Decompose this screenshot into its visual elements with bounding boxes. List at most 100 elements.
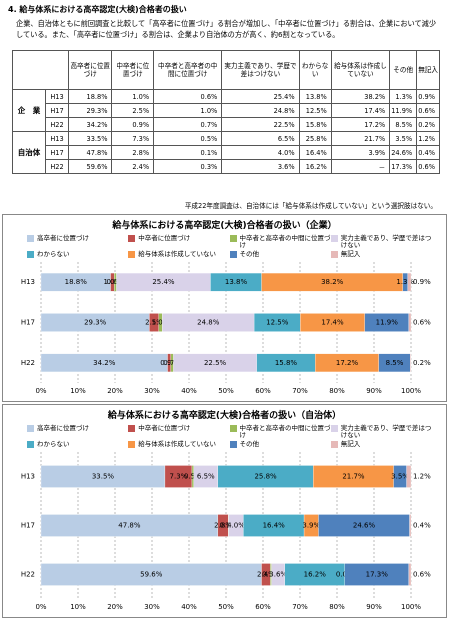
data-label: 16.2% xyxy=(304,571,327,579)
x-tick-label: 90% xyxy=(366,603,382,611)
chart-title: 給与体系における高卒認定(大検)合格者の扱い（企業） xyxy=(112,221,337,231)
header-cell xyxy=(12,50,69,90)
table-cell: 17.2% xyxy=(330,117,391,132)
table-cell: 16.2% xyxy=(298,159,332,174)
table-cell: 24.8% xyxy=(221,103,300,118)
y-tick-label: H22 xyxy=(21,571,35,579)
legend-item: 高卒者に位置づけ xyxy=(27,235,128,249)
x-tick-label: 60% xyxy=(255,603,271,611)
legend-label: その他 xyxy=(239,250,260,258)
data-label: 1.0% xyxy=(104,278,122,286)
legend-swatch xyxy=(27,251,34,258)
plot: 0% 10% 20% 30% 40% 50% 60% 70% 80% 90% 100% H13 18.8… xyxy=(21,262,431,395)
x-tick-label: 90% xyxy=(366,387,382,395)
year-cell: H22 xyxy=(45,117,69,132)
table-cell: 21.7% xyxy=(330,131,391,146)
data-label: 18.8% xyxy=(65,278,88,286)
data-label: 11.9% xyxy=(376,319,399,327)
x-tick-label: 20% xyxy=(107,603,123,611)
legend-item: 中卒者と高卒者の中間に位置づけ xyxy=(229,424,331,439)
data-label: 24.8% xyxy=(197,319,220,327)
table-cell: 0.7% xyxy=(153,117,223,132)
bar-segment xyxy=(408,313,412,332)
data-label: 22.5% xyxy=(204,359,227,367)
legend-item: 実力主義であり、学歴で差はつけない xyxy=(330,425,432,439)
table-cell: 38.2% xyxy=(330,89,391,104)
data-label: 7.3% xyxy=(170,473,188,481)
legend-label: 給与体系は作成していない xyxy=(138,440,217,448)
x-tick-label: 70% xyxy=(292,603,308,611)
x-tick-label: 10% xyxy=(70,387,86,395)
legend-item: 中卒者に位置づけ xyxy=(128,235,229,249)
data-label: 24.6% xyxy=(353,522,376,530)
data-label: 25.4% xyxy=(152,278,175,286)
data-label: 17.2% xyxy=(336,359,359,367)
data-label: 6.5% xyxy=(197,473,215,481)
legend-label: 中卒者に位置づけ xyxy=(138,234,191,242)
table-cell: 13.8% xyxy=(298,89,332,104)
data-label: 25.8% xyxy=(254,473,277,481)
legend-label: 中卒者に位置づけ xyxy=(138,424,191,432)
table-cell: 1.0% xyxy=(111,89,155,104)
data-label: 1.0% xyxy=(152,319,170,327)
table-cell: 0.3% xyxy=(153,159,223,174)
data-label: 0.3% xyxy=(262,571,280,579)
table-cell: 11.9% xyxy=(389,103,418,118)
table-cell: 0.9% xyxy=(111,117,155,132)
legend-label: 実力主義であり、学歴で差はつけない xyxy=(340,234,432,249)
table-cell: 1.0% xyxy=(153,103,223,118)
table-cell: 0.6% xyxy=(153,89,223,104)
table-cell: 25.4% xyxy=(221,89,300,104)
legend-swatch xyxy=(229,441,237,448)
group-label: 自治体 xyxy=(12,131,46,174)
table-row: H17 29.3% 2.5% 1.0% 24.8% 12.5% 17.4% 11.9% 0.6% xyxy=(13,103,440,118)
table-cell: 29.3% xyxy=(67,103,113,118)
legend-swatch xyxy=(330,441,338,448)
table-row: 企 業 H13 18.8% 1.0% 0.6% 25.4% 13.8% 38.2% 1.3% 0.… xyxy=(12,89,440,132)
data-label: 2.5% xyxy=(145,319,163,327)
table-cell: 47.8% xyxy=(67,145,113,160)
year-cell: H22 xyxy=(45,159,69,174)
legend-label: 無記入 xyxy=(340,440,361,448)
legend-swatch xyxy=(128,425,136,432)
data-label: 33.5% xyxy=(92,473,115,481)
y-tick-label: H13 xyxy=(21,473,35,481)
data-label: 15.8% xyxy=(275,359,298,367)
note: 平成22年度調査は、自治体には「給与体系は作成していない」という選択肢はない。 xyxy=(184,202,437,210)
x-tick-label: 80% xyxy=(329,603,345,611)
table-row: H22 59.6% 2.4% 0.3% 3.6% 16.2% － 17.3% 0.6% xyxy=(13,159,440,174)
x-tick-label: 100% xyxy=(401,603,421,611)
year-cell: H13 xyxy=(45,131,69,146)
x-tick-label: 10% xyxy=(70,603,86,611)
legend-label: 中卒者と高卒者の中間に位置づけ xyxy=(239,424,331,439)
table-cell: － xyxy=(330,159,391,174)
table-cell: 0.6% xyxy=(416,159,440,174)
table-cell: 0.9% xyxy=(416,89,440,104)
bar-segment xyxy=(410,353,412,373)
table-cell: 3.9% xyxy=(330,145,391,160)
data-label: 1.3% xyxy=(396,278,414,286)
header-cell: 実力主義であり、学歴で差はつけない xyxy=(221,50,300,90)
table-cell: 2.8% xyxy=(111,145,155,160)
legend-swatch xyxy=(330,235,338,242)
chart: 給与体系における高卒認定(大検)合格者の扱い（自治体） 高卒者に位置づけ 中卒者に位… xyxy=(2,404,447,618)
header-row: 高卒者に位置づけ 中卒者に位置づけ 中卒者と高卒者の中間に位置づけ 実力主義であり、学… xyxy=(12,50,440,90)
y-tick-label: H17 xyxy=(21,319,35,327)
legend-swatch xyxy=(128,441,136,448)
y-tick-label: H22 xyxy=(21,359,35,367)
data-label: 12.5% xyxy=(266,319,289,327)
legend-label: わからない xyxy=(37,250,70,258)
legend-item: 給与体系は作成していない xyxy=(128,251,229,258)
legend-swatch xyxy=(27,425,34,432)
data-label: 38.2% xyxy=(321,278,344,286)
data-label: 0.6% xyxy=(413,571,431,579)
table-cell: 0.2% xyxy=(416,117,440,132)
header-cell: 無記入 xyxy=(416,50,440,90)
x-tick-label: 100% xyxy=(401,387,421,395)
legend-label: 中卒者と高卒者の中間に位置づけ xyxy=(239,234,331,249)
legend-swatch xyxy=(128,251,136,258)
legend: 高卒者に位置づけ 中卒者に位置づけ 中卒者と高卒者の中間に位置づけ 実力主義であり、学… xyxy=(27,425,432,448)
data-label: 0.6% xyxy=(413,319,431,327)
legend-item: 実力主義であり、学歴で差はつけない xyxy=(330,234,432,249)
